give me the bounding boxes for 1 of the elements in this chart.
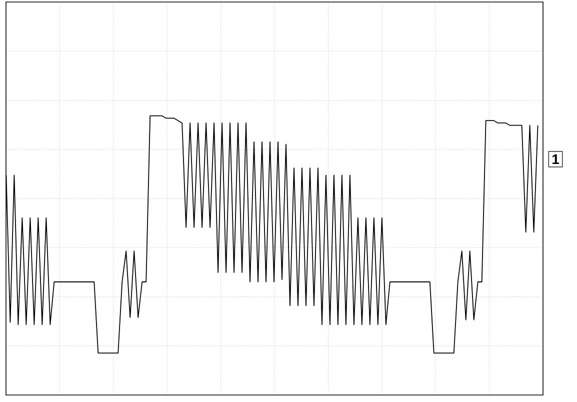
text: 1: [552, 154, 560, 164]
